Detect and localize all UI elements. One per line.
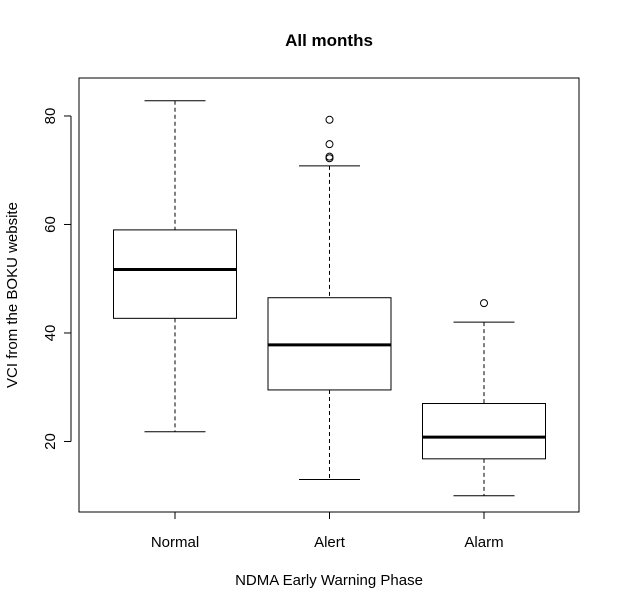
boxes <box>113 100 546 497</box>
outlier-point <box>480 299 488 308</box>
y-tick-label: 20 <box>42 433 59 450</box>
x-axis-label: NDMA Early Warning Phase <box>235 572 423 589</box>
x-tick-label: Alarm <box>464 534 503 551</box>
y-tick-label: 40 <box>42 325 59 342</box>
y-tick-label: 60 <box>42 216 59 233</box>
y-axis: 20 40 60 80 <box>42 108 72 450</box>
box-iqr <box>422 403 546 460</box>
box-iqr <box>113 229 237 319</box>
outlier-point <box>325 154 334 163</box>
outlier-point <box>325 152 334 161</box>
x-axis: Normal Alert Alarm <box>151 511 504 551</box>
y-axis-label: VCI from the BOKU website <box>4 202 21 388</box>
box-alarm <box>422 299 546 497</box>
box-normal <box>113 100 237 433</box>
x-tick-label: Normal <box>151 534 199 551</box>
outlier-point <box>325 115 334 124</box>
box-alert <box>267 115 392 480</box>
chart-title: All months <box>285 31 373 50</box>
outlier-point <box>325 140 334 149</box>
x-tick-label: Alert <box>314 534 346 551</box>
y-tick-label: 80 <box>42 108 59 125</box>
